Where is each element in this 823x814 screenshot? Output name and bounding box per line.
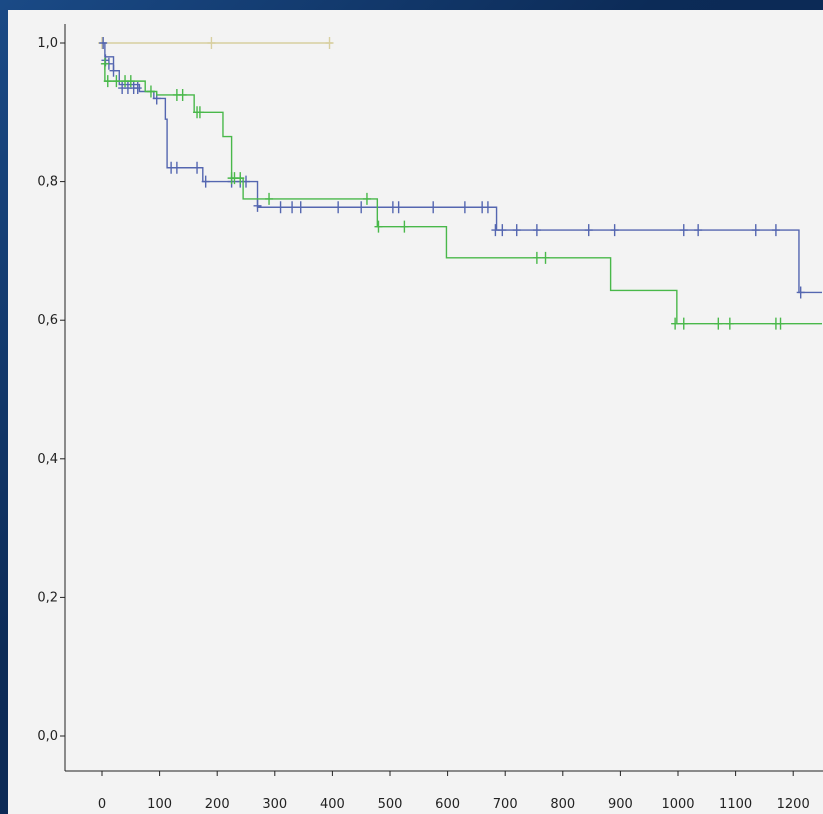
series-1 — [99, 37, 822, 299]
series-group — [98, 37, 822, 330]
censor-mark — [296, 201, 305, 214]
censor-mark — [429, 201, 438, 214]
series-1-line — [102, 42, 822, 294]
censor-mark — [714, 317, 723, 330]
censor-mark — [133, 82, 142, 95]
x-tick-label: 900 — [608, 797, 633, 812]
censor-mark — [236, 172, 245, 185]
y-tick-label: 1,0 — [37, 36, 58, 51]
censor-mark — [109, 64, 118, 77]
censor-mark — [195, 106, 204, 119]
censor-mark — [374, 220, 383, 233]
censor-mark — [584, 224, 593, 237]
y-tick-label: 0,4 — [37, 452, 58, 467]
censor-mark — [532, 224, 541, 237]
series-2-line — [102, 63, 822, 325]
censor-mark — [207, 37, 216, 49]
censor-mark — [498, 224, 507, 237]
censor-mark — [512, 224, 521, 237]
censor-mark — [532, 251, 541, 264]
censor-mark — [146, 85, 155, 98]
y-tick-label: 0,2 — [37, 590, 58, 605]
x-tick-label: 800 — [550, 797, 575, 812]
censor-mark — [771, 224, 780, 237]
x-tick-label: 400 — [320, 797, 345, 812]
censor-mark — [201, 175, 210, 188]
censor-mark — [178, 88, 187, 101]
censor-mark — [253, 199, 262, 212]
y-tick-label: 0,6 — [37, 313, 58, 328]
censor-mark — [172, 161, 181, 174]
x-tick-label: 1200 — [777, 797, 810, 812]
series-0 — [98, 37, 334, 49]
censor-mark — [491, 224, 500, 237]
censor-mark — [325, 37, 334, 49]
censor-mark — [671, 317, 680, 330]
x-tick-label: 0 — [98, 797, 106, 812]
censor-mark — [193, 161, 202, 174]
series-2 — [100, 57, 822, 330]
censor-mark — [112, 75, 121, 88]
x-tick-label: 700 — [493, 797, 518, 812]
x-tick-label: 1100 — [719, 797, 752, 812]
censor-mark — [276, 201, 285, 214]
censor-mark — [394, 201, 403, 214]
censor-mark — [679, 317, 688, 330]
axes: 0,0 0,2 0,4 0,6 0,8 1,0 0 100 200 300 400 500 600 700… — [37, 24, 823, 812]
x-tick-label: 600 — [435, 797, 460, 812]
y-tick-label: 0,8 — [37, 175, 58, 190]
censor-mark — [541, 251, 550, 264]
censor-mark — [288, 201, 297, 214]
censor-mark — [103, 75, 112, 88]
censor-mark — [100, 57, 109, 70]
x-tick-label: 300 — [262, 797, 287, 812]
censor-mark — [265, 192, 274, 205]
censor-mark — [679, 224, 688, 237]
censor-mark — [357, 201, 366, 214]
censor-mark — [99, 37, 108, 49]
plot-panel — [8, 10, 823, 814]
censor-mark — [126, 75, 135, 88]
x-tick-label: 500 — [378, 797, 403, 812]
x-tick-label: 200 — [205, 797, 230, 812]
x-tick-label: 100 — [147, 797, 172, 812]
censor-mark — [460, 201, 469, 214]
y-tick-label: 0,0 — [37, 729, 58, 744]
censor-mark — [751, 224, 760, 237]
censor-mark — [400, 220, 409, 233]
censor-mark — [334, 201, 343, 214]
censor-mark — [483, 201, 492, 214]
censor-mark — [776, 317, 785, 330]
censor-mark — [694, 224, 703, 237]
censor-mark — [362, 192, 371, 205]
censor-mark — [725, 317, 734, 330]
censor-mark — [610, 224, 619, 237]
censor-mark — [796, 286, 805, 299]
x-tick-label: 1000 — [661, 797, 694, 812]
